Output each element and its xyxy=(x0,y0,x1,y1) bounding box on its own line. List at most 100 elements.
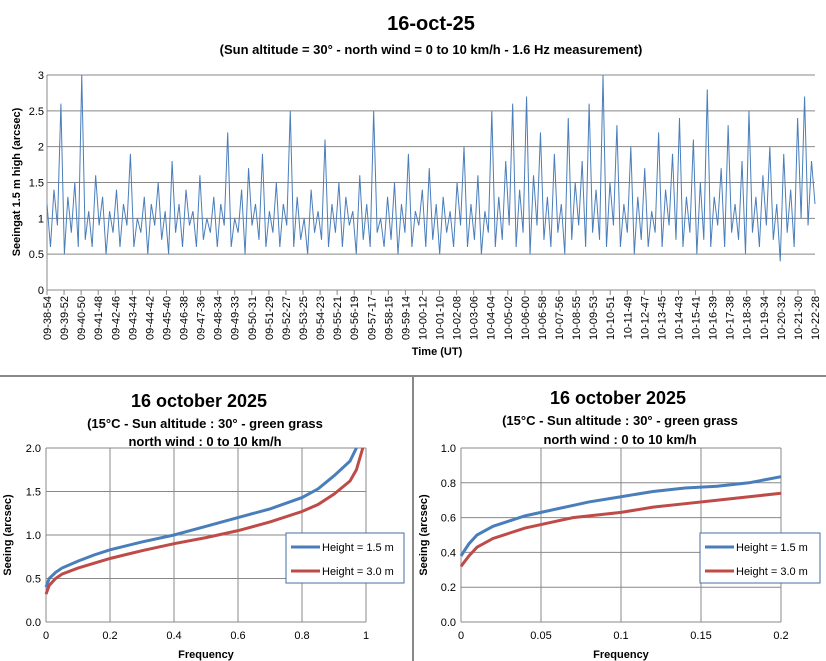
y-tick-label: 0.6 xyxy=(441,513,456,525)
y-tick-label: 2 xyxy=(38,142,44,154)
x-tick-label: 0.2 xyxy=(773,630,788,642)
x-tick-label: 09-55-21 xyxy=(332,296,344,340)
x-tick-label: 09-54-23 xyxy=(315,296,327,340)
y-tick-label: 0.0 xyxy=(26,617,41,629)
x-tick-label: 09-46-38 xyxy=(179,296,191,340)
x-tick-label: 10-19-34 xyxy=(759,296,771,340)
y-tick-label: 1.0 xyxy=(26,530,41,542)
x-tick-label: 0.2 xyxy=(102,630,117,642)
y-tick-label: 0.2 xyxy=(441,582,456,594)
x-tick-label: 10-10-51 xyxy=(605,296,617,340)
y-tick-label: 2.5 xyxy=(29,106,44,118)
x-tick-label: 09-57-17 xyxy=(366,296,378,340)
x-tick-label: 09-59-14 xyxy=(400,296,412,340)
x-tick-label: 09-52-27 xyxy=(281,296,293,340)
x-tick-label: 10-20-32 xyxy=(776,296,788,340)
chart-title: 16 october 2025 xyxy=(550,388,686,408)
y-tick-label: 3 xyxy=(38,70,44,82)
chart-title: 16-oct-25 xyxy=(387,13,475,35)
legend xyxy=(285,532,405,584)
x-tick-label: 10-08-55 xyxy=(571,296,583,340)
x-axis-label: Time (UT) xyxy=(412,346,463,358)
y-tick-label: 0.5 xyxy=(26,574,41,586)
legend-label: Height = 1.5 m xyxy=(322,542,394,554)
x-tick-label: 10-06-58 xyxy=(537,296,549,340)
x-tick-label: 10-13-45 xyxy=(656,296,668,340)
x-tick-label: 10-17-38 xyxy=(725,296,737,340)
x-tick-label: 09-42-46 xyxy=(110,296,122,340)
y-tick-label: 0.5 xyxy=(29,249,44,261)
y-tick-label: 0.8 xyxy=(441,478,456,490)
x-tick-label: 10-14-43 xyxy=(673,296,685,340)
y-axis-label: Seeing (arcsec) xyxy=(418,494,430,576)
x-tick-label: 09-47-36 xyxy=(196,296,208,340)
x-tick-label: 10-01-10 xyxy=(435,296,447,340)
legend xyxy=(699,532,821,584)
series-line-1-5m xyxy=(44,447,358,588)
x-tick-label: 10-04-04 xyxy=(486,296,498,340)
x-tick-label: 09-39-52 xyxy=(59,296,71,340)
y-axis-label: Seeing (arcsec) xyxy=(2,494,14,576)
series-line-1-5m xyxy=(459,475,782,557)
x-tick-label: 09-38-54 xyxy=(42,296,54,340)
x-tick-label: 0.8 xyxy=(294,630,309,642)
x-tick-label: 0.05 xyxy=(530,630,551,642)
y-tick-label: 0 xyxy=(38,285,44,297)
y-tick-label: 0.4 xyxy=(441,547,456,559)
y-tick-label: 0.0 xyxy=(441,617,456,629)
x-tick-label: 10-00-12 xyxy=(417,296,429,340)
x-tick-label: 0.15 xyxy=(690,630,711,642)
chart-subtitle: (15°C - Sun altitude : 30° - green grass xyxy=(502,413,738,428)
x-tick-label: 0.4 xyxy=(166,630,181,642)
x-tick-label: 09-44-42 xyxy=(144,296,156,340)
x-tick-label: 09-49-33 xyxy=(230,296,242,340)
chart-subtitle: (15°C - Sun altitude : 30° - green grass xyxy=(87,416,323,431)
x-tick-label: 10-21-30 xyxy=(793,296,805,340)
y-tick-label: 1.0 xyxy=(441,443,456,455)
x-tick-label: 10-16-39 xyxy=(708,296,720,340)
x-tick-label: 10-22-28 xyxy=(810,296,822,340)
x-tick-label: 09-56-19 xyxy=(349,296,361,340)
series-line-3m xyxy=(44,447,365,595)
x-tick-label: 0 xyxy=(43,630,49,642)
x-tick-label: 0.1 xyxy=(613,630,628,642)
x-tick-label: 09-50-31 xyxy=(247,296,259,340)
x-tick-label: 10-18-36 xyxy=(742,296,754,340)
series-line-3m xyxy=(459,491,782,568)
x-tick-label: 10-12-47 xyxy=(639,296,651,340)
x-tick-label: 10-03-06 xyxy=(469,296,481,340)
x-tick-label: 09-58-15 xyxy=(383,296,395,340)
y-tick-label: 1.5 xyxy=(29,178,44,190)
chart-subtitle: north wind : 0 to 10 km/h xyxy=(543,432,696,447)
x-tick-label: 10-09-53 xyxy=(588,296,600,340)
x-tick-label: 10-07-56 xyxy=(554,296,566,340)
x-tick-label: 1 xyxy=(363,630,369,642)
x-tick-label: 10-02-08 xyxy=(452,296,464,340)
legend-label: Height = 3.0 m xyxy=(322,566,394,578)
y-tick-label: 1 xyxy=(38,213,44,225)
x-tick-label: 09-43-44 xyxy=(127,296,139,340)
x-tick-label: 10-06-00 xyxy=(520,296,532,340)
x-tick-label: 0.6 xyxy=(230,630,245,642)
x-tick-label: 10-15-41 xyxy=(691,296,703,340)
y-tick-label: 1.5 xyxy=(26,487,41,499)
chart-subtitle: north wind : 0 to 10 km/h xyxy=(128,434,281,449)
x-tick-label: 10-05-02 xyxy=(503,296,515,340)
x-tick-label: 09-45-40 xyxy=(161,296,173,340)
series-line-seeing xyxy=(46,74,816,262)
x-tick-label: 09-40-50 xyxy=(76,296,88,340)
x-axis-label: Frequency xyxy=(178,649,235,661)
x-tick-label: 10-11-49 xyxy=(622,296,634,339)
legend-label: Height = 1.5 m xyxy=(736,542,808,554)
x-tick-label: 09-41-48 xyxy=(93,296,105,340)
x-tick-label: 09-48-34 xyxy=(213,296,225,340)
x-tick-label: 09-53-25 xyxy=(298,296,310,340)
y-tick-label: 2.0 xyxy=(26,443,41,455)
y-axis-label: Seeingat 1.5 m high (arcsec) xyxy=(11,107,23,256)
x-axis-label: Frequency xyxy=(593,649,650,661)
chart-subtitle: (Sun altitude = 30° - north wind = 0 to … xyxy=(220,42,643,57)
x-tick-label: 0 xyxy=(458,630,464,642)
chart-title: 16 october 2025 xyxy=(131,391,267,411)
x-tick-label: 09-51-29 xyxy=(264,296,276,340)
